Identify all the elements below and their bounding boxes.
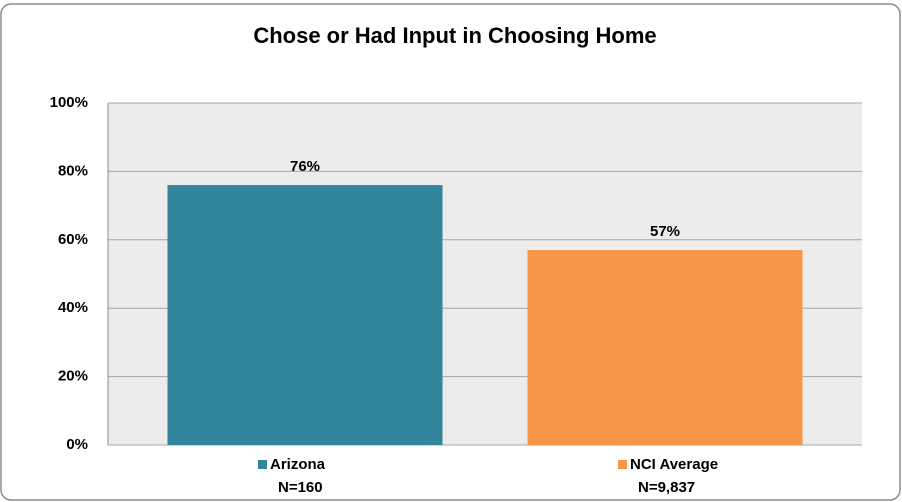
y-tick-label: 40%: [58, 299, 88, 316]
sample-size: N=160: [278, 479, 323, 496]
y-tick-label: 100%: [50, 94, 88, 111]
y-tick-label: 0%: [66, 436, 88, 453]
chart-title: Chose or Had Input in Choosing Home: [253, 23, 656, 48]
y-tick-label: 80%: [58, 162, 88, 179]
legend-swatch: [258, 460, 267, 469]
value-label: 76%: [290, 158, 320, 175]
y-tick-label: 60%: [58, 231, 88, 248]
x-tick-label: Arizona: [270, 456, 326, 473]
y-tick-label: 20%: [58, 368, 88, 385]
value-label: 57%: [650, 223, 680, 240]
sample-size: N=9,837: [638, 479, 695, 496]
bar: [527, 250, 803, 445]
x-tick-label: NCI Average: [630, 456, 718, 473]
legend-swatch: [618, 460, 627, 469]
bar: [167, 185, 443, 445]
